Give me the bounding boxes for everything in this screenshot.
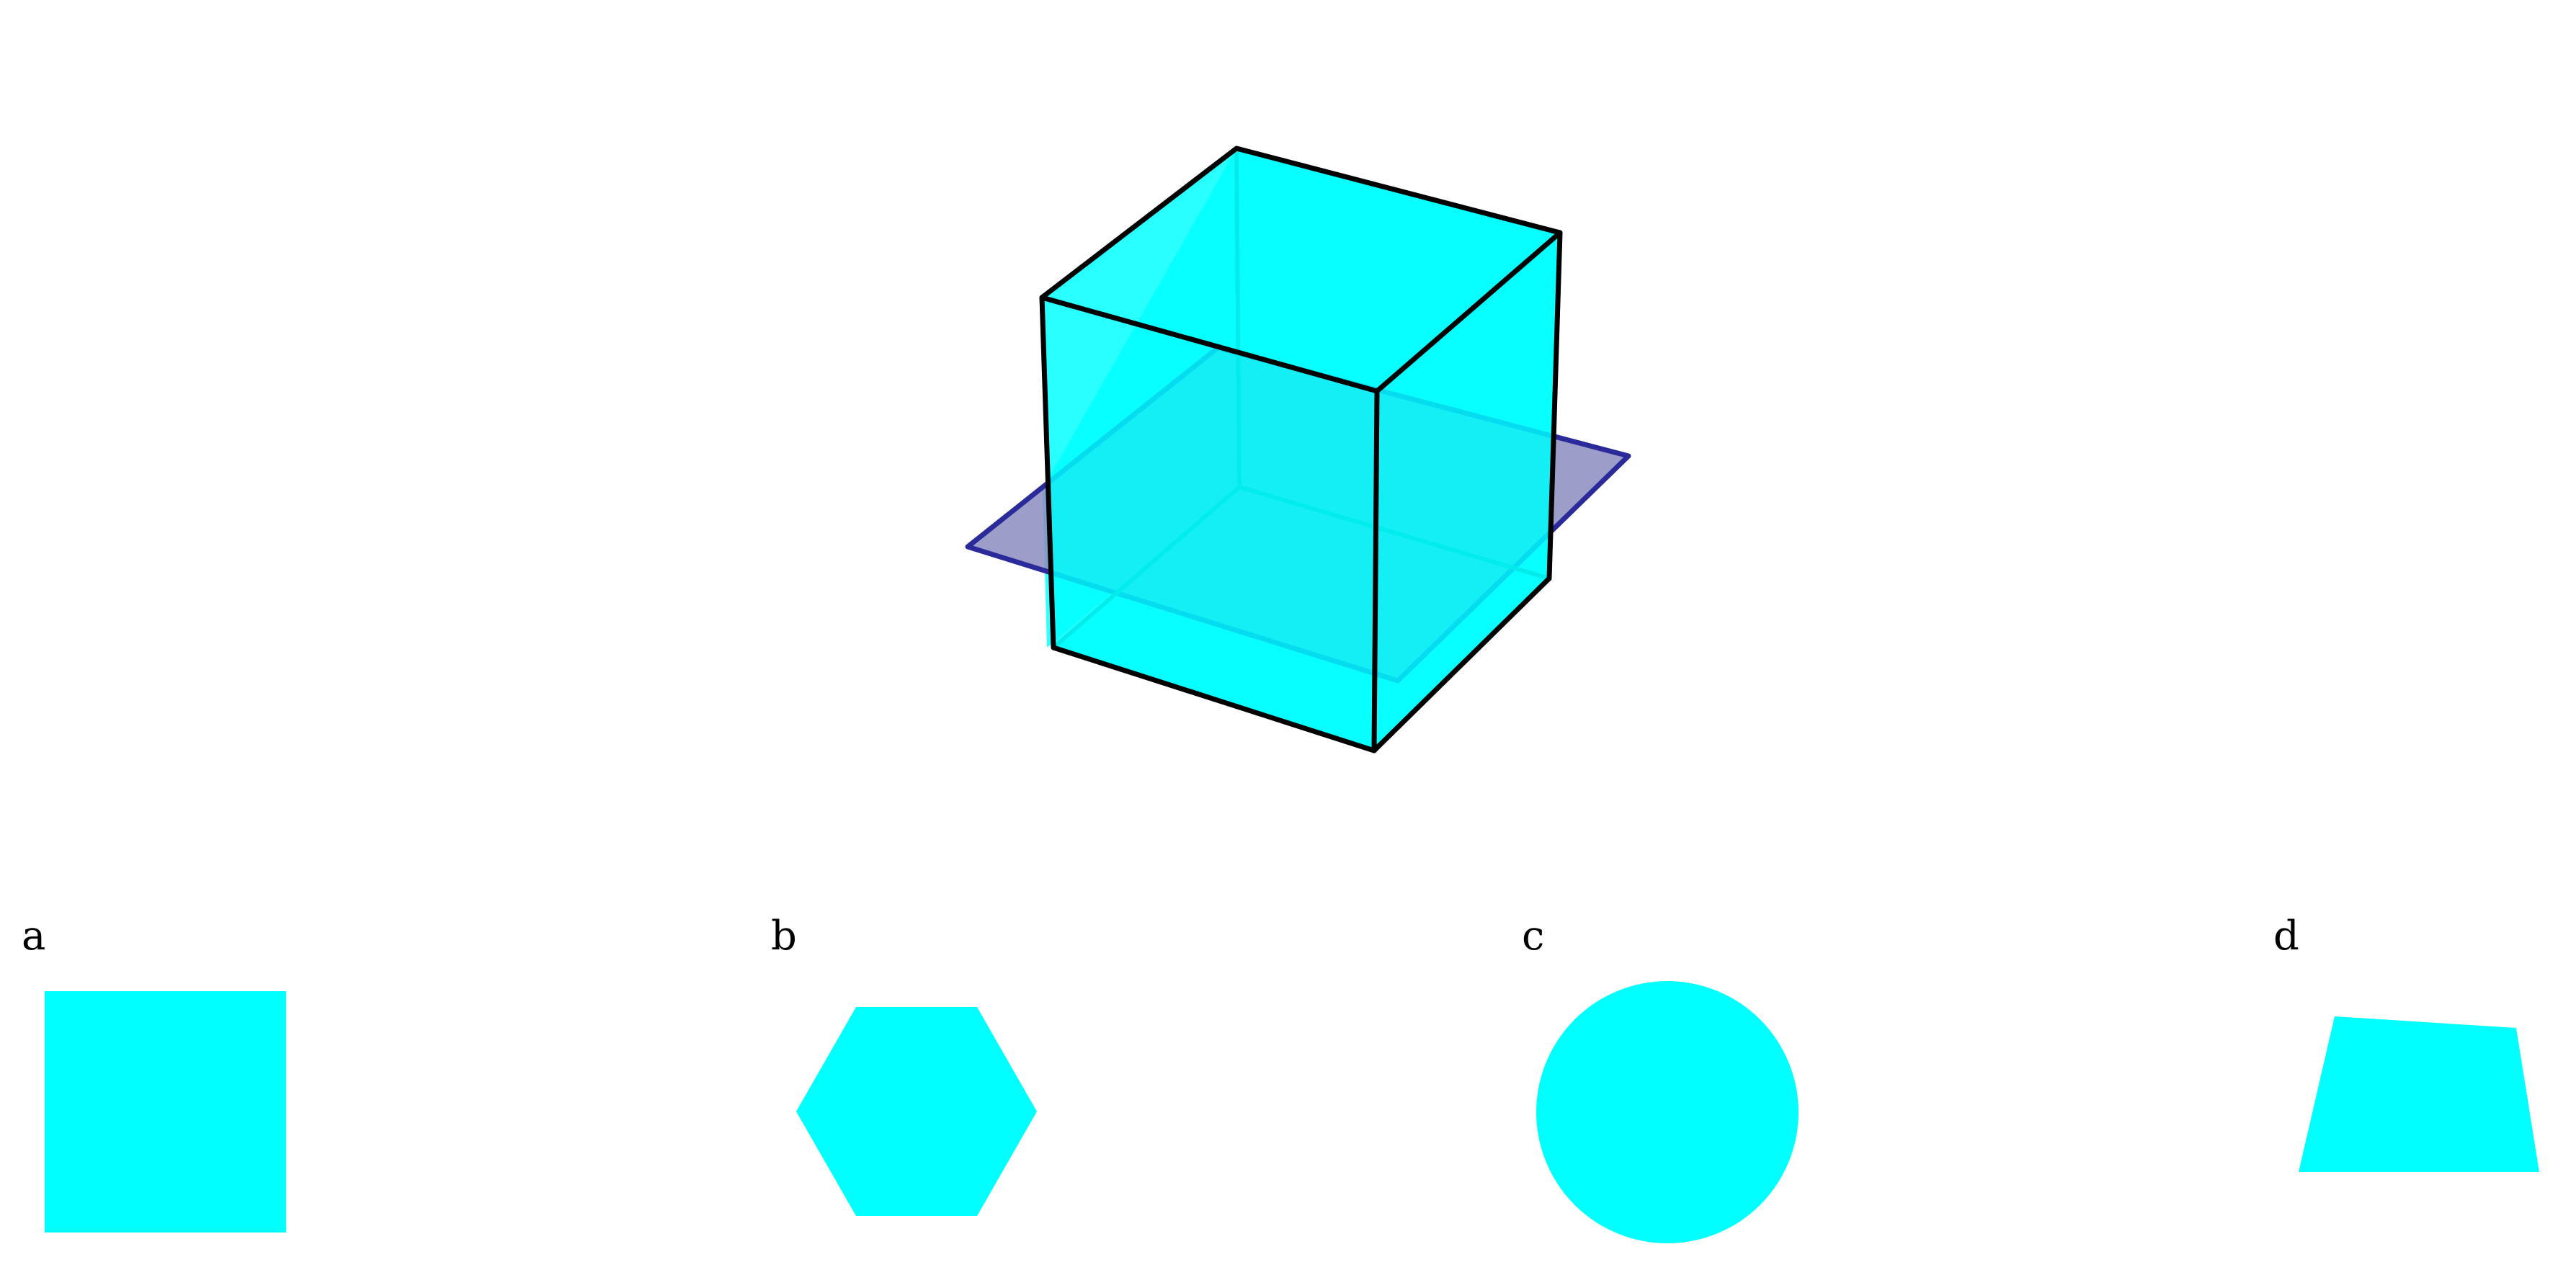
option-b-hexagon xyxy=(796,1007,1037,1216)
cube-with-plane xyxy=(965,146,1631,753)
cube-front-left-face xyxy=(1042,298,1377,751)
option-b[interactable]: b xyxy=(771,913,1037,1216)
option-d-label: d xyxy=(2273,913,2299,959)
cube-visible-edges xyxy=(1039,146,1563,753)
option-a[interactable]: a xyxy=(22,913,286,1232)
cube-top-face xyxy=(1042,148,1560,391)
option-c-circle xyxy=(1536,981,1799,1243)
option-a-label: a xyxy=(22,913,45,959)
option-c-label: c xyxy=(1522,913,1544,959)
option-d-quadrilateral xyxy=(2299,1016,2539,1172)
option-d[interactable]: d xyxy=(2273,913,2539,1172)
answer-options: a b c d xyxy=(22,913,2539,1243)
option-c[interactable]: c xyxy=(1522,913,1799,1243)
cube-front-right-face xyxy=(1374,233,1560,751)
option-a-square xyxy=(45,991,286,1232)
option-b-label: b xyxy=(771,913,797,959)
